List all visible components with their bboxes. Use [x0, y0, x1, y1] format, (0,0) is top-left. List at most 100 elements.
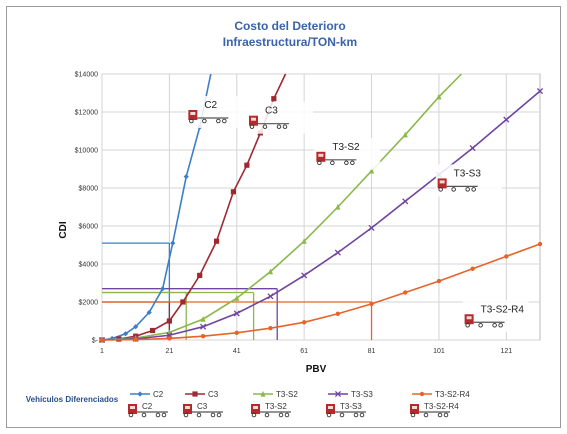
legend-truck-label-c3: C3	[197, 402, 208, 411]
legend-truck-icon	[251, 404, 291, 418]
data-point-t3-s3	[233, 310, 240, 317]
x-tick-label: 41	[233, 348, 241, 355]
data-point-t3-s2	[234, 295, 240, 301]
x-tick-label: 81	[368, 348, 376, 355]
data-point-t3-s2	[368, 167, 375, 174]
data-point-t3-s3	[469, 145, 476, 152]
data-point-t3-s3	[368, 224, 375, 231]
data-point-t3-s2	[200, 316, 206, 322]
x-tick-label: 61	[300, 348, 308, 355]
truck-icon	[248, 115, 289, 129]
annotation-t3-s2-r4: T3-S2-R4	[481, 304, 525, 315]
series-line-t3-s2-r4	[101, 243, 541, 341]
y-tick-label: $6000	[79, 224, 99, 231]
legend-marker-c2	[137, 391, 143, 397]
series-line-t3-s2	[101, 73, 462, 341]
data-point-t3-s3	[503, 116, 510, 123]
data-point-t3-s2	[436, 93, 442, 100]
legend-marker-c3	[192, 391, 198, 397]
legend-truck-label-c2: C2	[142, 402, 153, 411]
data-point-t3-s2-r4	[133, 337, 138, 342]
legend-truck-icon	[410, 404, 450, 418]
data-point-c3	[149, 327, 156, 334]
data-point-t3-s3	[301, 272, 308, 279]
data-point-t3-s2-r4	[369, 301, 374, 307]
legend-marker-t3-s3	[334, 390, 342, 398]
y-tick-label: $2000	[79, 300, 99, 307]
legend-label-t3-s3: T3-S3	[351, 390, 373, 399]
legend-truck-icon	[183, 404, 223, 418]
series-line-t3-s3	[101, 90, 541, 341]
data-point-c2	[170, 240, 176, 246]
legend-title: Vehículos Diferenciados	[26, 395, 119, 404]
data-point-t3-s3	[166, 332, 173, 339]
data-point-t3-s3	[402, 198, 409, 205]
data-point-t3-s2-r4	[335, 311, 341, 316]
y-tick-label: $14000	[75, 72, 98, 79]
legend-truck-icon	[128, 404, 168, 418]
tick-labels: $- $2000 $4000 $6000 $8000 $10000 $12000 $14000…	[75, 72, 513, 356]
data-point-t3-s2	[402, 131, 408, 138]
data-point-t3-s2-r4	[167, 336, 172, 341]
y-tick-label: $8000	[79, 186, 99, 193]
truck-icon	[316, 151, 357, 166]
data-point-t3-s3	[536, 88, 544, 95]
y-tick-label: $4000	[79, 262, 99, 269]
data-point-t3-s2-r4	[436, 278, 442, 284]
legend: C2C2C3C3T3-S2T3-S2T3-S3T3-S3T3-S2-R4T3-S…	[128, 390, 470, 418]
data-point-c3	[197, 272, 203, 278]
y-tick-label: $12000	[75, 110, 98, 117]
data-point-c3	[213, 238, 220, 244]
data-point-t3-s3	[334, 249, 341, 256]
x-tick-label: 121	[500, 348, 512, 355]
data-point-t3-s2-r4	[200, 334, 206, 339]
legend-item-t3-s2-r4: T3-S2-R4 T3-S2-R4	[410, 390, 470, 418]
annotation-t3-s2: T3-S2	[332, 142, 360, 153]
truck-icon	[437, 178, 478, 192]
plot-area	[101, 73, 541, 341]
annotation-c3: C3	[265, 106, 278, 117]
data-point-t3-s2	[267, 268, 274, 275]
data-point-t3-s2-r4	[504, 254, 509, 259]
x-axis-label: PBV	[306, 364, 327, 375]
data-point-t3-s2-r4	[268, 326, 273, 331]
data-point-c2	[146, 309, 152, 316]
data-point-t3-s2-r4	[537, 241, 543, 247]
data-point-c3	[230, 189, 236, 195]
data-point-c2	[183, 174, 189, 180]
legend-truck-label-t3-s3: T3-S3	[340, 402, 362, 411]
annotation-t3-s3: T3-S3	[454, 168, 482, 179]
y-tick-label: $10000	[75, 148, 98, 155]
legend-label-t3-s2-r4: T3-S2-R4	[435, 390, 470, 399]
legend-label-c3: C3	[208, 390, 219, 399]
data-point-t3-s2-r4	[301, 320, 307, 325]
series-t3-s2-r4	[99, 241, 543, 343]
y-axis-label: CDI	[58, 221, 69, 238]
annotation-layer: C2 C3 T3-S2 T3-S3 T3-S2-R4	[186, 96, 529, 333]
chart-title: Costo del Deterioro	[234, 19, 345, 33]
legend-item-t3-s2: T3-S2 T3-S2	[251, 390, 298, 418]
data-point-t3-s2	[301, 238, 307, 244]
data-point-c2	[122, 331, 129, 337]
legend-marker-t3-s2-r4	[419, 391, 425, 397]
legend-marker-t3-s2	[260, 390, 266, 397]
data-point-t3-s2-r4	[234, 330, 239, 335]
legend-item-t3-s3: T3-S3 T3-S3	[326, 390, 373, 418]
data-point-t3-s2	[335, 203, 341, 210]
truck-icon	[464, 314, 505, 328]
series-line-c2	[101, 73, 212, 341]
legend-label-t3-s2: T3-S2	[276, 390, 298, 399]
data-point-c2	[133, 324, 139, 330]
x-tick-label: 21	[165, 348, 173, 355]
data-point-c2	[160, 286, 166, 292]
data-point-c3	[244, 162, 250, 168]
legend-truck-label-t3-s2-r4: T3-S2-R4	[424, 402, 459, 411]
data-point-t3-s3	[267, 293, 274, 300]
truck-icon	[188, 110, 229, 124]
data-point-c3	[166, 318, 172, 324]
annotation-c2: C2	[204, 100, 217, 111]
data-point-t3-s2-r4	[403, 290, 408, 295]
legend-truck-icon	[326, 404, 366, 418]
